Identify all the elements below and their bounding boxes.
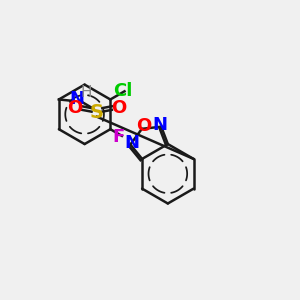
Text: N: N — [152, 116, 167, 134]
Text: F: F — [113, 128, 125, 146]
Text: H: H — [80, 85, 92, 100]
Text: O: O — [136, 118, 151, 136]
Text: N: N — [124, 134, 140, 152]
Text: N: N — [69, 91, 84, 109]
Text: Cl: Cl — [113, 82, 133, 100]
Text: O: O — [67, 99, 82, 117]
Text: S: S — [90, 103, 104, 122]
Text: O: O — [112, 99, 127, 117]
